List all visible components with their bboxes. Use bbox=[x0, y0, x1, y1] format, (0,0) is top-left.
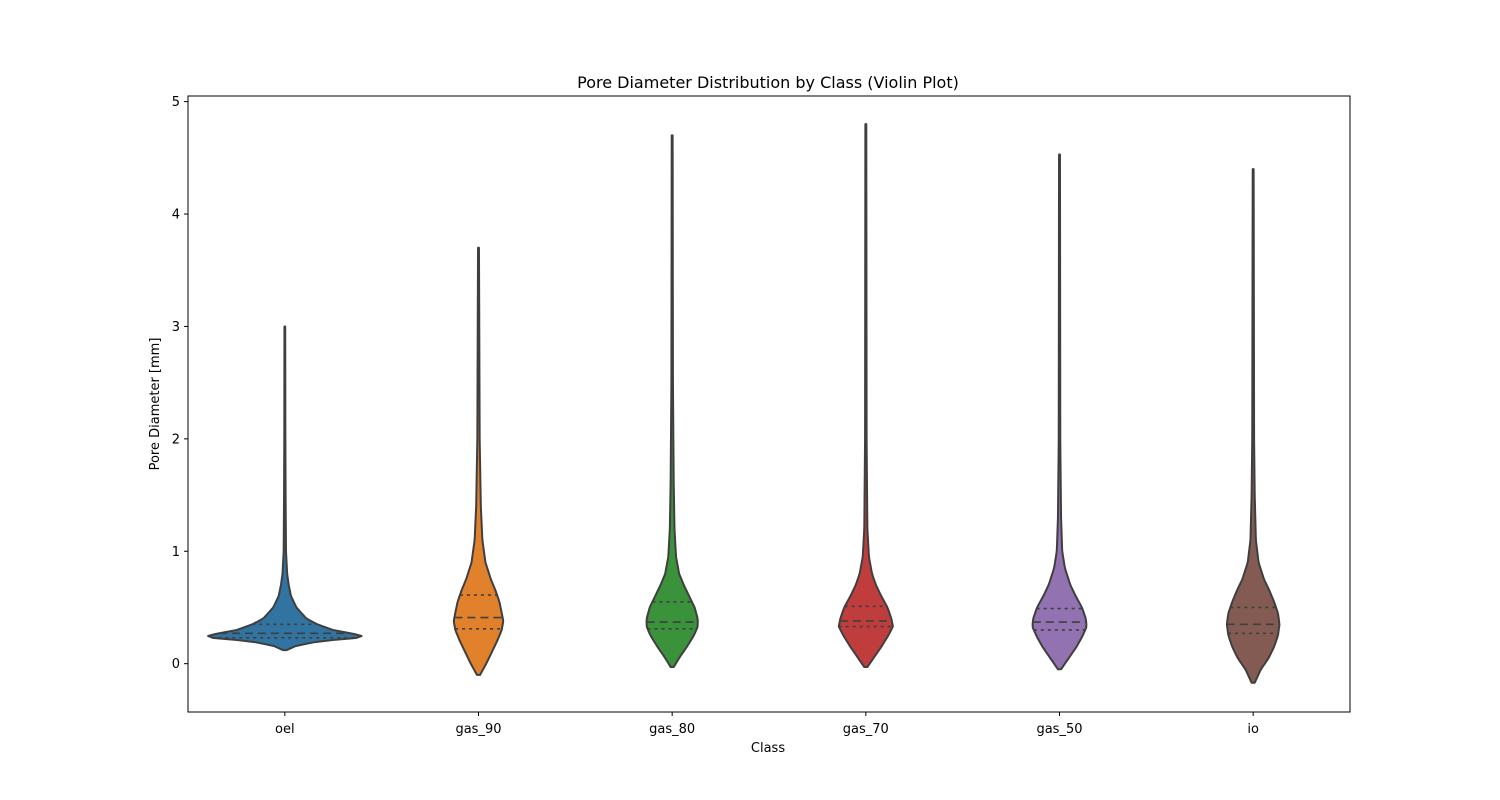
chart-title: Pore Diameter Distribution by Class (Vio… bbox=[577, 73, 959, 92]
x-tick-label-gas_80: gas_80 bbox=[649, 722, 695, 737]
x-tick-label-gas_90: gas_90 bbox=[455, 722, 501, 737]
x-tick-label-gas_50: gas_50 bbox=[1036, 722, 1082, 737]
x-tick-label-oel: oel bbox=[275, 722, 295, 737]
violins-group bbox=[207, 123, 1281, 684]
violin-body-oel bbox=[207, 325, 363, 652]
violin-gas_80 bbox=[645, 134, 699, 669]
violin-oel bbox=[207, 325, 363, 652]
violin-body-io bbox=[1225, 168, 1281, 684]
violin-body-gas_50 bbox=[1031, 153, 1088, 671]
y-tick-label: 4 bbox=[172, 208, 180, 223]
y-tick-label: 3 bbox=[172, 320, 180, 335]
violin-gas_90 bbox=[452, 246, 505, 676]
violin-body-gas_80 bbox=[645, 134, 699, 669]
x-axis: oel gas_90 gas_80 gas_70 gas_50 io bbox=[275, 712, 1259, 737]
violin-body-gas_90 bbox=[452, 246, 505, 676]
violin-gas_70 bbox=[837, 123, 894, 669]
y-tick-label: 0 bbox=[172, 657, 180, 672]
x-tick-label-io: io bbox=[1247, 722, 1259, 737]
plot-frame bbox=[187, 95, 1351, 713]
violin-io bbox=[1225, 168, 1281, 684]
y-axis: 0 1 2 3 4 5 bbox=[172, 95, 188, 672]
x-tick-label-gas_70: gas_70 bbox=[843, 722, 889, 737]
y-axis-label: Pore Diameter [mm] bbox=[148, 338, 163, 471]
y-tick-label: 2 bbox=[172, 432, 180, 447]
violin-body-gas_70 bbox=[837, 123, 894, 669]
violin-gas_50 bbox=[1031, 153, 1088, 671]
y-tick-label: 1 bbox=[172, 545, 180, 560]
x-axis-label: Class bbox=[751, 741, 785, 756]
y-tick-label: 5 bbox=[172, 95, 180, 110]
